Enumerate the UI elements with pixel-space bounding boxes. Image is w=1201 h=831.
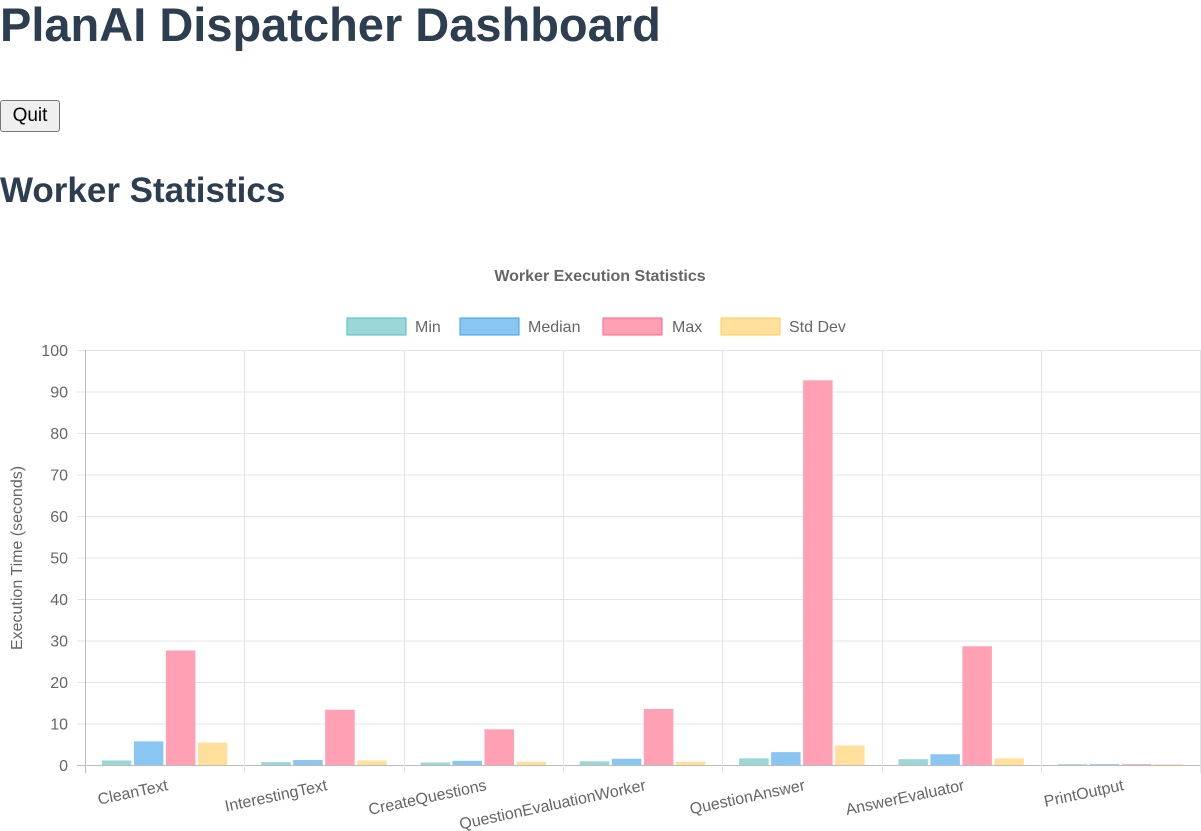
bar-std-dev <box>675 761 706 765</box>
bar-median <box>1089 764 1120 765</box>
bar-median <box>452 760 482 765</box>
x-tick-label: QuestionEvaluationWorker <box>458 777 648 831</box>
bar-max <box>484 729 514 765</box>
bar-min <box>739 758 769 765</box>
section-title: Worker Statistics <box>0 171 286 210</box>
y-tick-label: 80 <box>50 426 68 443</box>
bar-min <box>261 762 291 765</box>
x-tick-label: QuestionAnswer <box>688 777 807 818</box>
legend-swatch-min <box>346 317 407 336</box>
bar-min <box>420 762 450 765</box>
y-axis-label: Execution Time (seconds) <box>9 466 26 650</box>
y-tick-label: 40 <box>50 592 68 609</box>
bar-std-dev <box>1153 764 1184 765</box>
bar-std-dev <box>197 742 228 765</box>
y-tick-label: 10 <box>50 717 68 734</box>
legend-label: Median <box>528 319 580 336</box>
x-tick-label: InterestingText <box>223 777 329 815</box>
bar-max <box>643 708 674 765</box>
y-tick-label: 50 <box>50 551 68 568</box>
bar-max <box>1121 764 1152 765</box>
legend-label: Min <box>415 319 441 336</box>
x-tick-label: CreateQuestions <box>367 777 488 819</box>
page-title: PlanAI Dispatcher Dashboard <box>0 0 661 51</box>
bar-std-dev <box>835 745 865 765</box>
y-tick-label: 20 <box>50 675 68 692</box>
y-tick-label: 100 <box>41 343 68 360</box>
y-tick-label: 70 <box>50 468 68 485</box>
bar-median <box>771 752 801 765</box>
y-tick-label: 30 <box>50 634 68 651</box>
bar-std-dev <box>357 760 387 765</box>
x-tick-label: PrintOutput <box>1043 777 1126 811</box>
bar-median <box>133 741 164 765</box>
bar-max <box>803 380 833 765</box>
bar-min <box>898 759 928 765</box>
bar-min <box>101 760 132 765</box>
y-tick-label: 90 <box>50 385 68 402</box>
y-tick-label: 0 <box>59 758 68 775</box>
legend-swatch-std-dev <box>720 317 781 336</box>
legend-swatch-max <box>602 317 663 336</box>
bar-min <box>579 761 610 765</box>
x-tick-label: AnswerEvaluator <box>844 777 966 819</box>
bar-std-dev <box>994 758 1024 765</box>
legend-swatch-median <box>459 317 520 336</box>
legend-label: Std Dev <box>789 319 846 336</box>
bar-max <box>962 646 992 765</box>
legend-label: Max <box>672 319 702 336</box>
bar-std-dev <box>516 761 546 765</box>
quit-button[interactable]: Quit <box>0 100 60 132</box>
bar-max <box>165 650 196 765</box>
bar-median <box>930 754 960 765</box>
bar-median <box>611 758 642 765</box>
x-tick-label: CleanText <box>96 777 170 809</box>
chart-title: Worker Execution Statistics <box>494 268 705 285</box>
y-tick-label: 60 <box>50 509 68 526</box>
bar-median <box>293 760 323 765</box>
bar-min <box>1057 764 1088 765</box>
bar-max <box>325 709 355 765</box>
